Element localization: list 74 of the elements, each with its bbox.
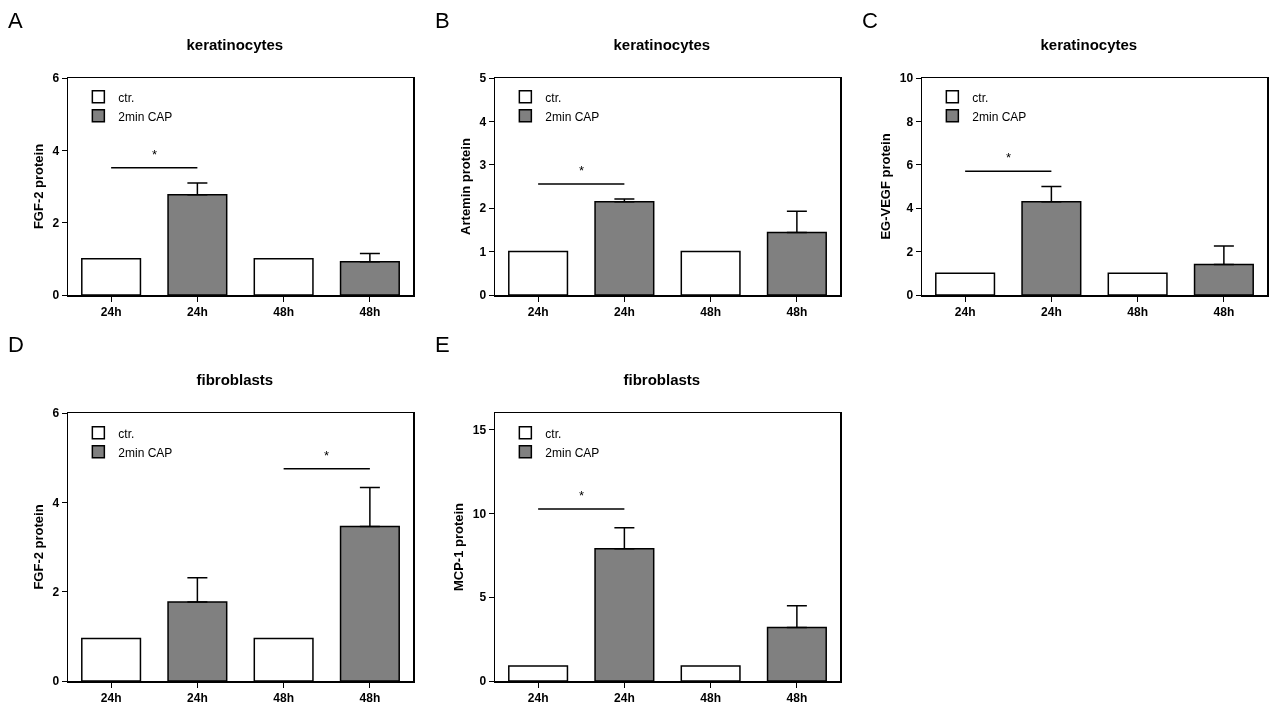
- y-tick-label: 15: [472, 422, 487, 437]
- y-tick-label: 0: [906, 288, 914, 303]
- annotation: *: [1006, 150, 1012, 165]
- text: B: [435, 8, 450, 33]
- y-tick-label: 8: [906, 114, 914, 129]
- legend-label: 2min CAP: [545, 109, 600, 124]
- y-tick-label: 5: [479, 590, 487, 605]
- legend-label: ctr.: [118, 90, 135, 105]
- y-tick-label: 2: [906, 244, 914, 259]
- x-tick-label: 24h: [527, 690, 549, 705]
- x-tick-label: 24h: [614, 304, 635, 319]
- text: C: [862, 8, 878, 33]
- y-axis-title: FGF-2 protein: [30, 504, 46, 590]
- legend-label: ctr.: [118, 426, 135, 441]
- x-tick-label: 24h: [100, 304, 122, 319]
- y-tick-label: 2: [479, 201, 487, 216]
- x-tick-label: 48h: [786, 690, 808, 705]
- y-tick-label: 0: [52, 288, 60, 303]
- y-tick-label: 2: [52, 215, 60, 230]
- x-tick-label: 48h: [1213, 304, 1235, 319]
- y-axis-title: EG-VEGF protein: [877, 133, 893, 240]
- y-tick-label: 0: [479, 288, 487, 303]
- legend-label: 2min CAP: [118, 445, 173, 460]
- legend-label: ctr.: [545, 90, 562, 105]
- annotation: *: [579, 488, 585, 503]
- y-tick-label: 6: [906, 158, 914, 172]
- y-tick-label: 2: [52, 584, 60, 599]
- x-tick-label: 48h: [786, 304, 808, 319]
- y-tick-label: 4: [52, 495, 60, 510]
- x-tick-label: 24h: [187, 304, 208, 319]
- x-tick-label: 48h: [359, 304, 381, 319]
- x-tick-label: 48h: [700, 690, 721, 705]
- y-tick-label: 0: [479, 674, 487, 689]
- x-tick-label: 48h: [273, 690, 294, 705]
- y-tick-label: 6: [52, 71, 60, 86]
- annotation: *: [579, 163, 585, 178]
- legend-label: ctr.: [972, 90, 989, 105]
- y-tick-label: 10: [472, 506, 487, 521]
- text: A: [8, 8, 23, 33]
- legend-label: 2min CAP: [972, 109, 1027, 124]
- annotation: *: [324, 448, 330, 463]
- chart-title: keratinocytes: [186, 36, 284, 53]
- x-tick-label: 48h: [359, 690, 381, 705]
- x-tick-label: 48h: [273, 304, 294, 319]
- text: D: [8, 332, 24, 357]
- y-tick-label: 4: [52, 143, 60, 158]
- x-tick-label: 24h: [100, 690, 122, 705]
- y-tick-label: 6: [52, 406, 60, 421]
- y-tick-label: 3: [479, 158, 487, 172]
- x-tick-label: 24h: [1041, 304, 1062, 319]
- x-tick-label: 24h: [187, 690, 208, 705]
- x-tick-label: 24h: [614, 690, 635, 705]
- legend-label: 2min CAP: [118, 109, 173, 124]
- x-tick-label: 48h: [700, 304, 721, 319]
- y-axis-title: Artemin protein: [457, 138, 473, 235]
- y-tick-label: 0: [52, 674, 60, 689]
- chart-title: keratinocytes: [1040, 36, 1138, 53]
- legend-label: 2min CAP: [545, 445, 600, 460]
- y-tick-label: 1: [479, 244, 487, 259]
- y-axis-title: FGF-2 protein: [30, 143, 46, 230]
- legend-label: ctr.: [545, 426, 562, 441]
- chart-title: keratinocytes: [613, 36, 711, 53]
- y-tick-label: 10: [899, 71, 914, 86]
- x-tick-label: 48h: [1127, 304, 1148, 319]
- annotation: *: [152, 147, 158, 162]
- x-tick-label: 24h: [527, 304, 549, 319]
- y-axis-title: MCP-1 protein: [450, 502, 466, 592]
- text: E: [435, 332, 450, 357]
- y-tick-label: 4: [479, 114, 487, 129]
- chart-title: fibroblasts: [623, 371, 701, 388]
- x-tick-label: 24h: [954, 304, 976, 319]
- y-tick-label: 5: [479, 71, 487, 86]
- y-tick-label: 4: [906, 201, 914, 216]
- chart-title: fibroblasts: [196, 371, 274, 388]
